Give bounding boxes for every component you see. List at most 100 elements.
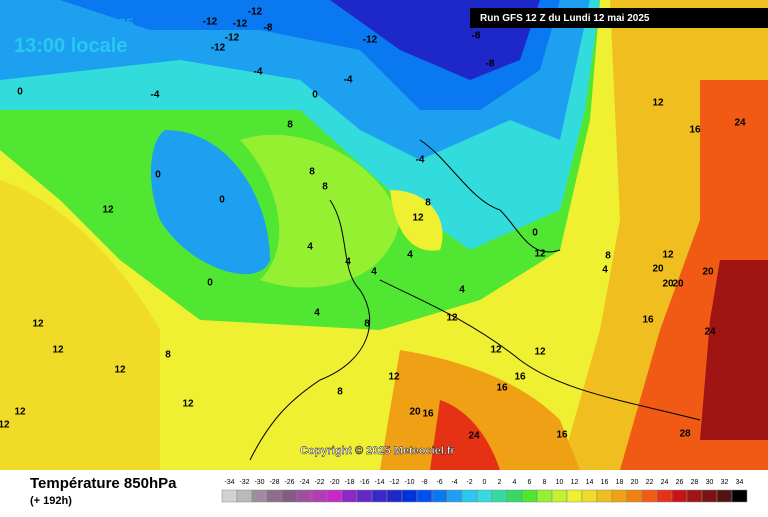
isotherm-label: 16 [556,430,568,441]
run-info: Run GFS 12 Z du Lundi 12 mai 2025 [480,13,650,24]
scale-swatch [701,489,718,503]
isotherm-label: 4 [371,267,377,278]
isotherm-label: 4 [407,250,413,261]
scale-label: -6 [436,479,442,486]
scale-label: -12 [389,479,399,486]
scale-swatch [326,489,343,503]
isotherm-label: 8 [287,120,293,131]
isotherm-label: 0 [17,87,23,98]
isotherm-label: 16 [689,125,701,136]
color-scale: -34 -32 -30 -28 -26 -24 -22 -20 -18 -16 -14 -12 -10-… [221,479,748,503]
isotherm-label: 12 [32,319,44,330]
map-background [0,0,768,470]
isotherm-label: 16 [422,409,434,420]
scale-label: 18 [616,479,624,486]
isotherm-label: -12 [203,17,218,28]
isotherm-label: 12 [114,365,126,376]
scale-swatch [266,489,283,503]
isotherm-label: -4 [344,75,353,86]
scale-swatch [611,489,628,503]
isotherm-label: 12 [0,420,10,431]
isotherm-label: 20 [409,407,421,418]
scale-swatch [341,489,358,503]
scale-label: -24 [299,479,309,486]
scale-swatch [731,489,748,503]
isotherm-label: 8 [364,319,370,330]
scale-label: 32 [721,479,729,486]
scale-swatch [626,489,643,503]
isotherm-label: 12 [14,407,26,418]
scale-swatch [296,489,313,503]
isotherm-label: -12 [225,33,240,44]
isotherm-label: 20 [662,279,674,290]
isotherm-label: -12 [363,35,378,46]
isotherm-label: -12 [211,43,226,54]
scale-label: -8 [421,479,427,486]
isotherm-label: 4 [345,257,351,268]
scale-label: -16 [359,479,369,486]
scale-swatch [386,489,403,503]
scale-swatch [521,489,538,503]
isotherm-label: 4 [459,285,465,296]
isotherm-labels: -12-12-12-8-12 -12-4-4-12-8-8-40 080001288… [0,7,746,442]
scale-label: 20 [631,479,639,486]
scale-swatch [371,489,388,503]
isotherm-label: 0 [207,278,213,289]
isotherm-label: 12 [662,250,674,261]
scale-swatch [416,489,433,503]
scale-label: -4 [451,479,457,486]
isotherm-label: 12 [102,205,114,216]
isotherm-label: 12 [490,345,502,356]
scale-label: 34 [736,479,744,486]
scale-label: 8 [543,479,547,486]
isotherm-label: -8 [472,31,481,42]
scale-swatch [716,489,733,503]
isotherm-label: 24 [704,327,716,338]
scale-label: -26 [284,479,294,486]
scale-swatch [671,489,688,503]
scale-label: -32 [239,479,249,486]
scale-label: 26 [676,479,684,486]
scale-label: -2 [466,479,472,486]
forecast-lead: (+ 192h) [30,495,72,507]
scale-swatch [311,489,328,503]
scale-label: 6 [528,479,532,486]
footer-title: Température 850hPa [30,475,177,492]
scale-swatch [581,489,598,503]
isotherm-label: 12 [534,347,546,358]
scale-swatch [551,489,568,503]
scale-swatch [656,489,673,503]
scale-swatch [686,489,703,503]
isotherm-label: 12 [534,249,546,260]
isotherm-label: 12 [412,213,424,224]
scale-label: 28 [691,479,699,486]
isotherm-label: 12 [52,345,64,356]
isotherm-label: 8 [605,251,611,262]
isotherm-label: 4 [602,265,608,276]
scale-label: -30 [254,479,264,486]
scale-swatch [236,489,253,503]
isotherm-label: 12 [652,98,664,109]
scale-label: 10 [556,479,564,486]
scale-swatch [536,489,553,503]
scale-label: 0 [483,479,487,486]
scale-swatch [596,489,613,503]
scale-swatch [401,489,418,503]
isotherm-label: 0 [155,170,161,181]
isotherm-label: 20 [702,267,714,278]
scale-swatch [431,489,448,503]
isotherm-label: -4 [254,67,263,78]
run-banner [470,8,768,28]
isotherm-label: 0 [532,228,538,239]
isotherm-label: 20 [652,264,664,275]
isotherm-label: -4 [151,90,160,101]
scale-label: -34 [224,479,234,486]
scale-label: -20 [329,479,339,486]
scale-swatch [506,489,523,503]
scale-label: -28 [269,479,279,486]
scale-label: 4 [513,479,517,486]
isotherm-label: 20 [672,279,684,290]
isotherm-label: 8 [425,198,431,209]
isotherm-label: 16 [496,383,508,394]
scale-swatch [491,489,508,503]
